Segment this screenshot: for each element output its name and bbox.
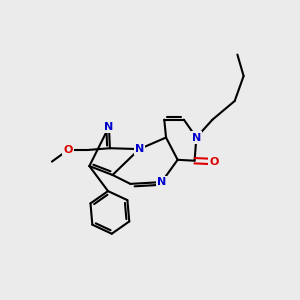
Text: N: N [157, 177, 166, 187]
Text: O: O [63, 145, 73, 155]
Text: N: N [104, 122, 114, 132]
Text: N: N [135, 144, 144, 154]
Text: N: N [192, 133, 201, 142]
Text: O: O [209, 157, 219, 166]
